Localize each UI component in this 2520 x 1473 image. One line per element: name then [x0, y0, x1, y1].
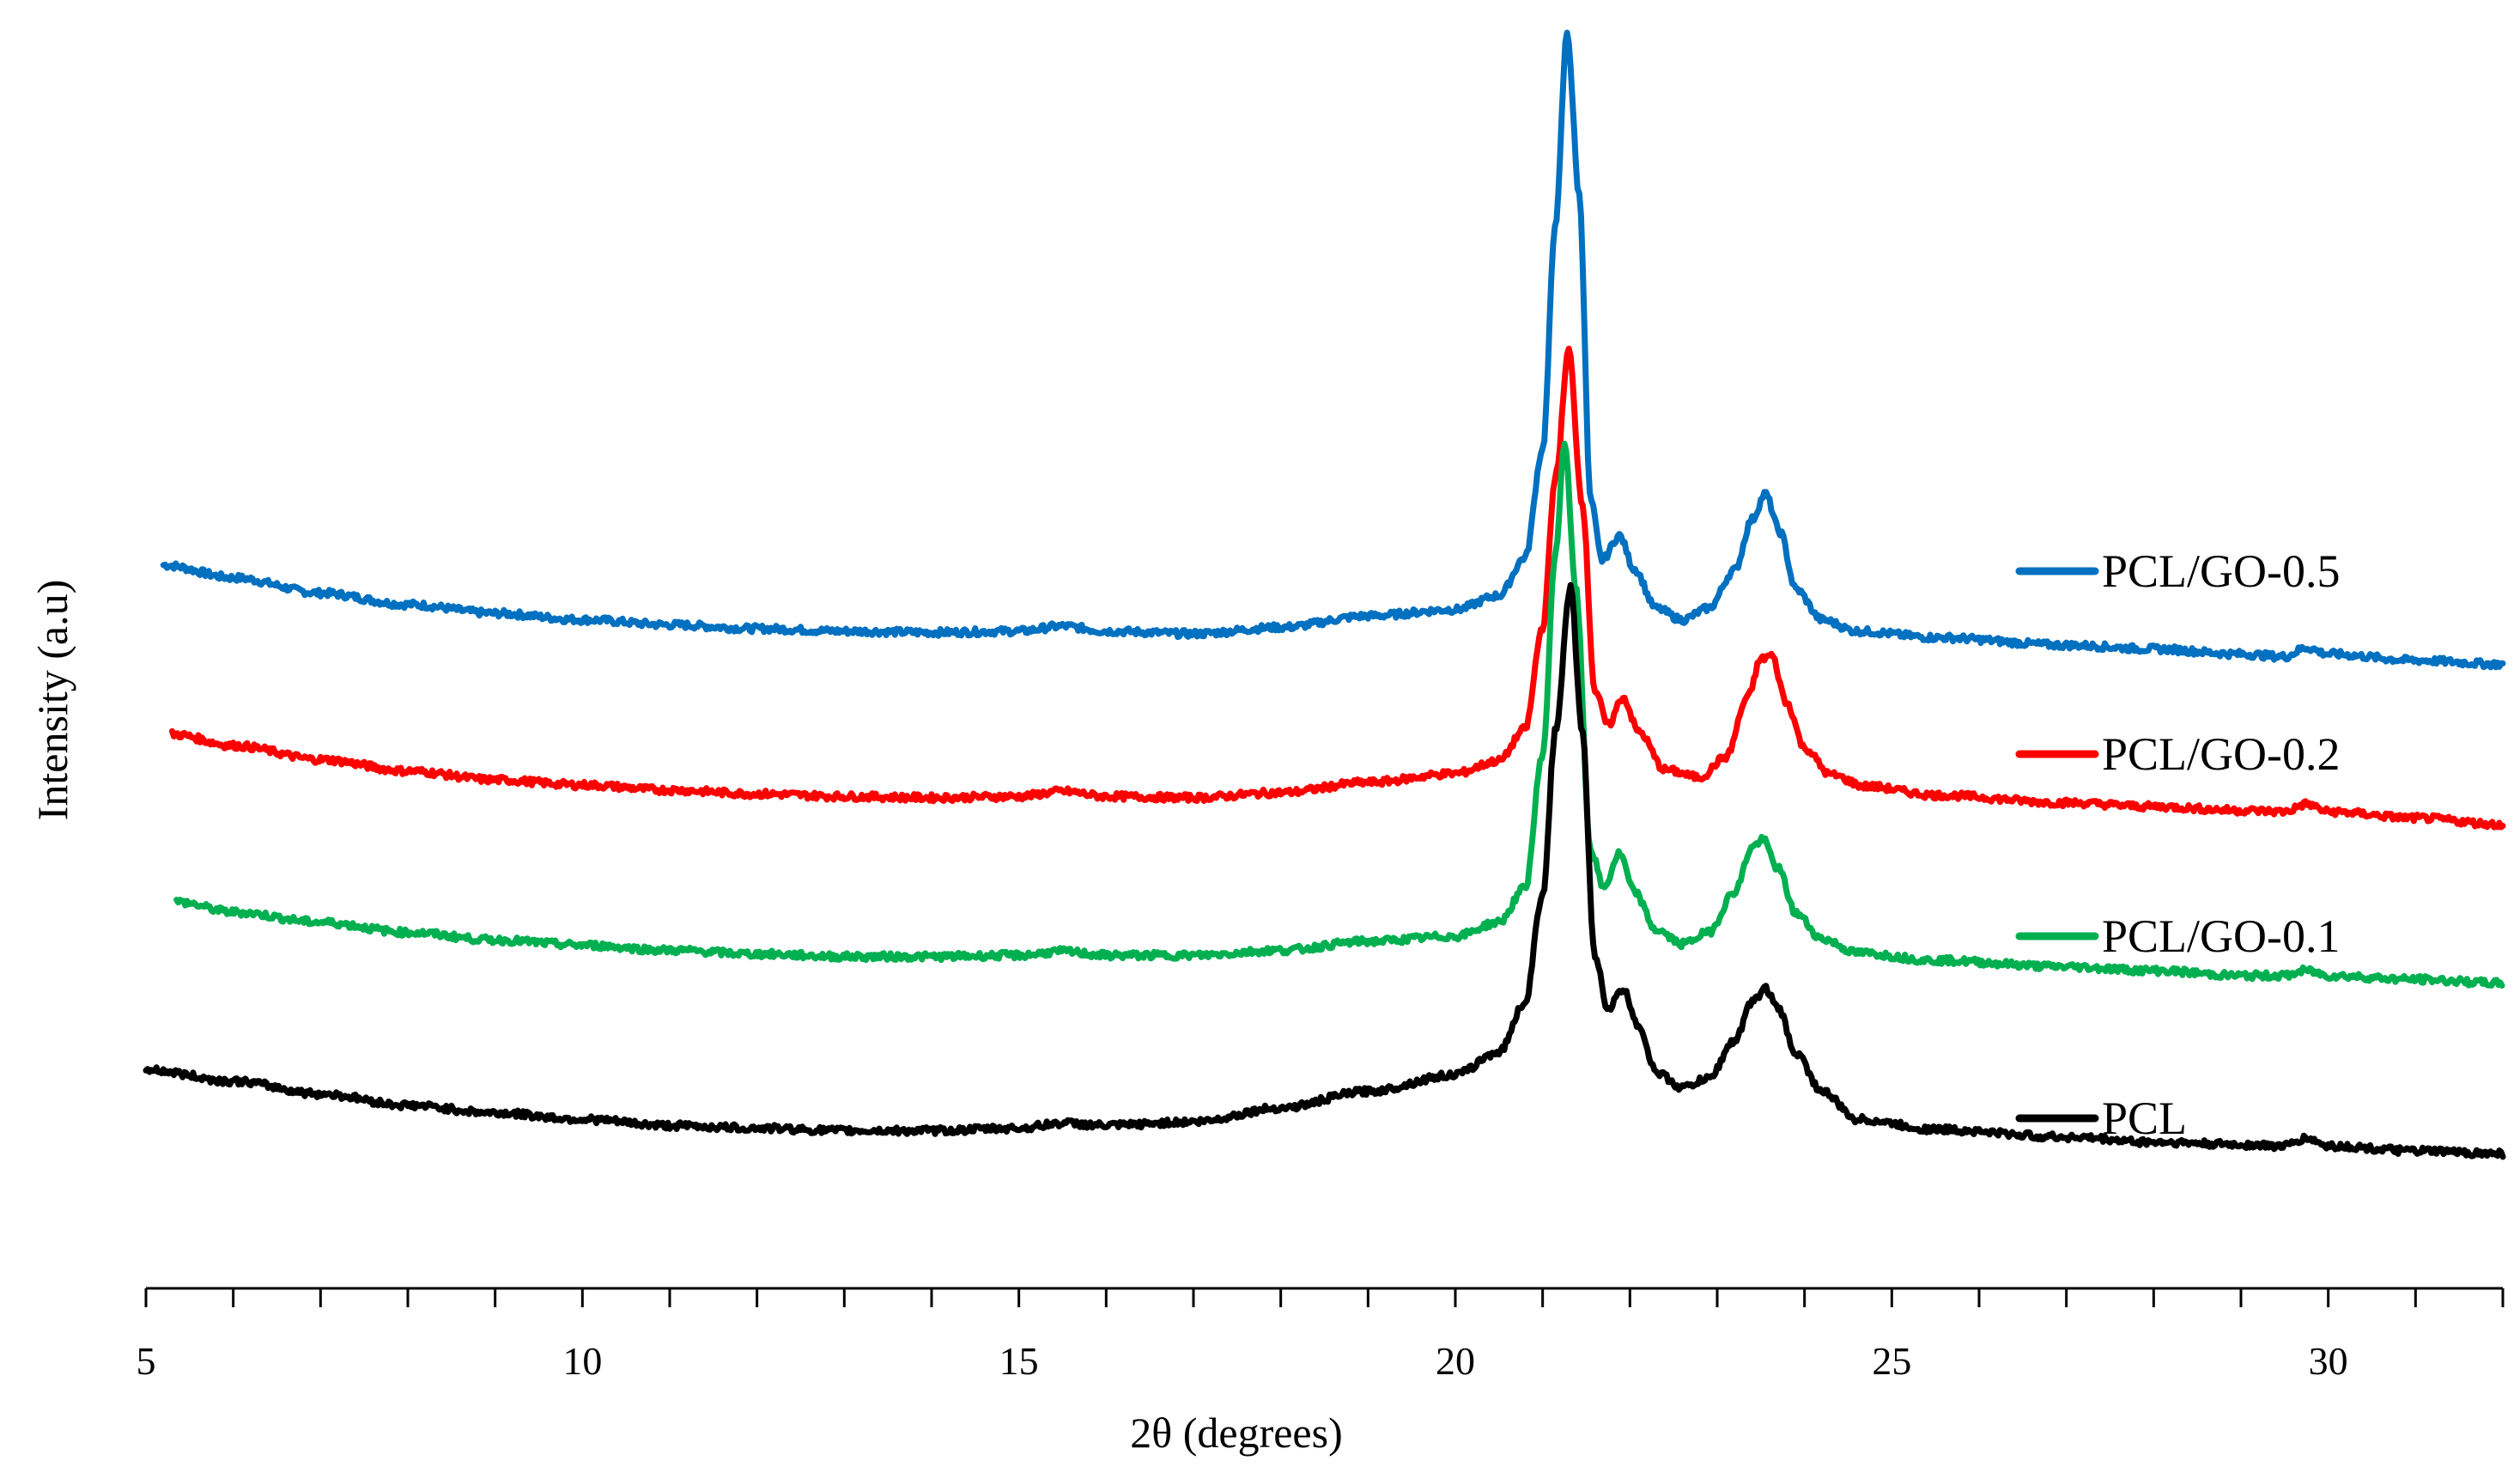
legend-label: PCL/GO-0.2: [2102, 728, 2341, 780]
x-axis-label: 2θ (degrees): [1130, 1409, 1342, 1457]
legend-label: PCL/GO-0.1: [2102, 910, 2341, 962]
x-tick-label: 30: [2309, 1339, 2348, 1383]
x-tick-label: 15: [999, 1339, 1039, 1383]
series-line-2: [169, 345, 2506, 831]
y-axis-label: Intensity (a.u): [28, 580, 76, 820]
series-line-3: [173, 441, 2505, 989]
series-lines: [143, 29, 2506, 1160]
x-tick-label: 20: [1436, 1339, 1475, 1383]
legend-label: PCL: [2102, 1093, 2187, 1144]
series-line-4: [143, 581, 2506, 1160]
x-axis: 5 10 15 20 25 30: [137, 1287, 2505, 1383]
legend-label: PCL/GO-0.5: [2102, 545, 2341, 597]
x-tick-label: 5: [137, 1339, 156, 1383]
legend: PCL/GO-0.5 PCL/GO-0.2 PCL/GO-0.1 PCL: [2015, 545, 2341, 1144]
x-tick-label: 25: [1872, 1339, 1911, 1383]
series-line-1: [160, 29, 2506, 671]
x-tick-label: 10: [562, 1339, 602, 1383]
